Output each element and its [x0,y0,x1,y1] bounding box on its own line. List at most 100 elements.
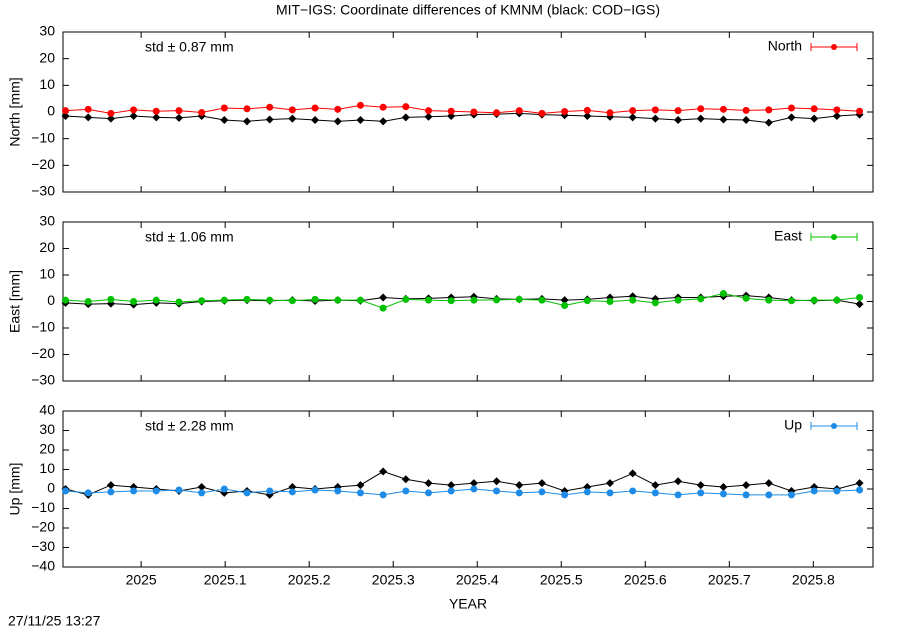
point [84,298,92,305]
point [129,112,138,120]
point [628,113,637,122]
point [152,487,160,495]
point [742,491,750,499]
point [152,296,160,304]
point [243,117,252,126]
point [175,298,183,306]
point [493,109,501,117]
point [197,483,206,492]
point [175,107,183,115]
point [379,491,387,499]
point [243,105,251,113]
point [447,107,455,115]
point [356,101,364,109]
point [696,481,705,490]
point [470,108,478,116]
point [402,487,410,495]
y-tick-label: 0 [47,103,55,119]
point [288,297,296,305]
std-annotation: std ± 1.06 mm [145,229,234,245]
point [106,114,115,123]
point [84,105,92,113]
point [719,483,728,492]
point [583,106,591,114]
point [651,481,660,490]
point [311,104,319,112]
point [62,296,70,304]
x-tick-label: 2025.6 [624,572,667,588]
point [174,113,183,122]
point [243,489,251,497]
point [379,117,388,126]
point [810,114,819,123]
point [106,481,115,490]
point [288,106,296,114]
point [810,105,818,113]
y-axis-label: North [mm] [7,77,23,146]
point [674,491,682,499]
point [84,113,93,122]
point [719,105,727,113]
point [629,487,637,495]
point [61,112,70,120]
point [220,104,228,112]
y-tick-label: −20 [31,156,55,172]
point [334,105,342,113]
point [379,103,387,111]
point [311,295,319,303]
point [538,109,546,117]
x-tick-label: 2025.2 [288,572,331,588]
point [493,487,501,495]
point [265,115,274,124]
legend-symbol [831,234,837,240]
point [629,107,637,115]
y-axis-label: Up [mm] [7,463,23,516]
point [742,106,750,114]
y-tick-label: 20 [39,441,55,457]
point [855,300,864,309]
point [266,103,274,111]
y-tick-label: 30 [39,421,55,437]
point [583,112,592,120]
y-tick-label: 0 [47,480,55,496]
point [401,113,410,122]
point [152,113,161,122]
y-tick-label: 10 [39,76,55,92]
point [719,290,727,298]
point [606,479,615,488]
point [515,107,523,115]
point [561,107,569,115]
plot-frame [62,410,874,568]
point [447,297,455,305]
point [787,297,795,305]
point [333,117,342,126]
point [288,488,296,496]
point [696,114,705,123]
point [130,106,138,114]
point [447,481,456,490]
point [130,298,138,305]
point [356,489,364,497]
point [470,485,478,493]
point [266,487,274,495]
point [107,109,115,117]
point [833,106,841,114]
point [697,295,705,303]
point [469,479,478,488]
x-tick-label: 2025.4 [456,572,499,588]
y-tick-label: −40 [31,558,55,574]
std-annotation: std ± 2.28 mm [145,418,234,434]
point [288,114,297,123]
point [401,475,410,484]
point [243,295,251,303]
x-tick-label: 2025.7 [708,572,751,588]
point [833,487,841,495]
legend-label: Up [784,417,802,433]
point [538,296,546,304]
point [356,481,365,490]
point [515,489,523,497]
point [425,107,433,115]
y-axis-label: East [mm] [7,270,23,333]
point [379,304,387,312]
point [379,293,388,302]
